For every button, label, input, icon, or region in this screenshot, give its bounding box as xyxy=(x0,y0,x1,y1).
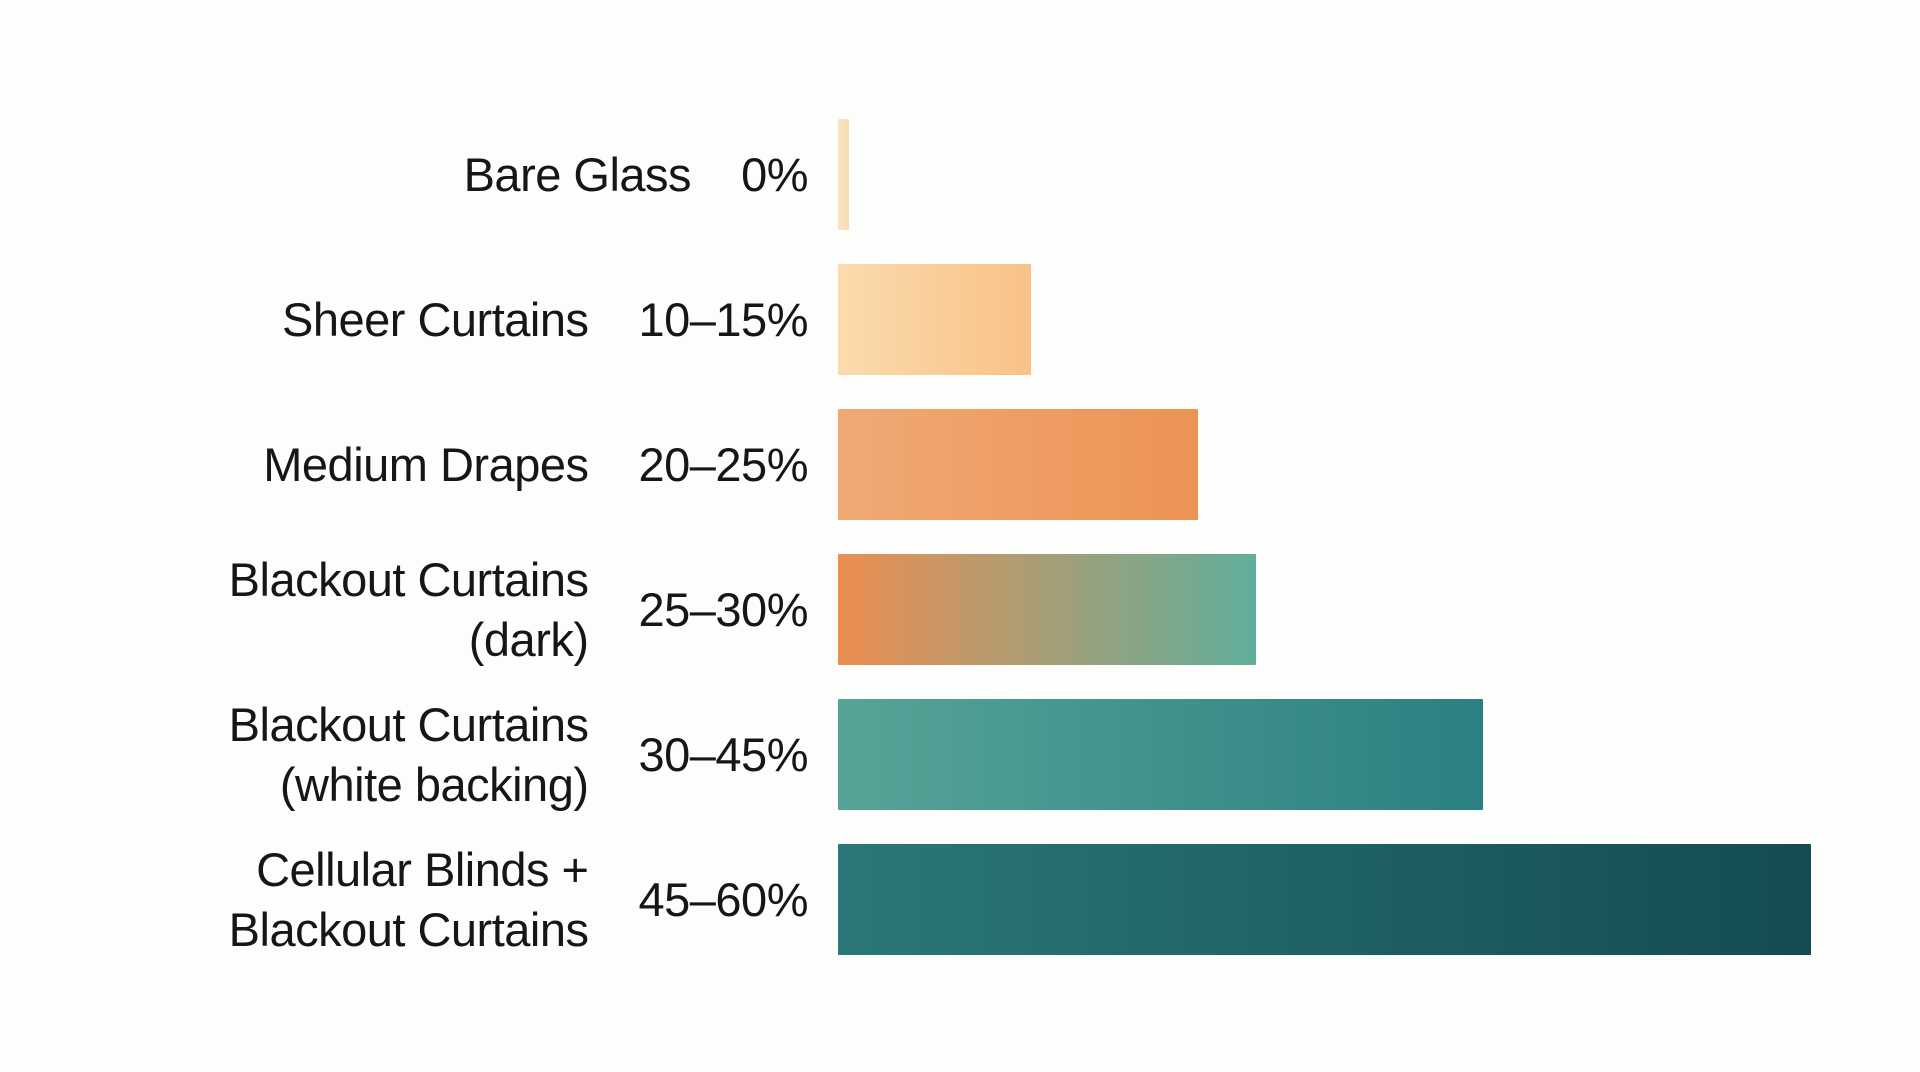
value-label: 45–60% xyxy=(638,873,809,926)
category-label-line1: Blackout Curtains xyxy=(228,553,589,607)
bar xyxy=(838,119,849,230)
category-label-line2: (dark) xyxy=(468,612,589,666)
category-label-line2: Blackout Curtains xyxy=(228,902,589,956)
category-label: Blackout Curtains (white backing) xyxy=(229,695,589,813)
value-label: 20–25% xyxy=(638,438,809,491)
value-label: 10–15% xyxy=(638,293,809,346)
category-label-line1: Cellular Blinds + xyxy=(256,843,589,897)
row-label-group: Cellular Blinds + Blackout Curtains 45–6… xyxy=(0,840,809,958)
category-label: Bare Glass xyxy=(463,145,692,204)
row-label-group: Blackout Curtains (white backing) 30–45% xyxy=(0,695,809,813)
category-label: Blackout Curtains (dark) xyxy=(229,550,589,668)
category-label-line1: Bare Glass xyxy=(463,147,692,201)
chart-row: Bare Glass 0% xyxy=(0,102,1920,247)
chart-row: Cellular Blinds + Blackout Curtains 45–6… xyxy=(0,827,1920,972)
category-label: Sheer Curtains xyxy=(282,290,589,349)
category-label-line1: Blackout Curtains xyxy=(228,698,589,752)
category-label: Medium Drapes xyxy=(263,435,589,494)
chart-row: Sheer Curtains 10–15% xyxy=(0,247,1920,392)
value-label: 0% xyxy=(741,148,808,201)
chart-row: Medium Drapes 20–25% xyxy=(0,392,1920,537)
value-label: 30–45% xyxy=(638,728,809,781)
bar-chart: Bare Glass 0% Sheer Curtains 10–15% Medi… xyxy=(0,102,1920,972)
category-label-line2: (white backing) xyxy=(279,757,589,811)
bar xyxy=(838,554,1256,665)
category-label: Cellular Blinds + Blackout Curtains xyxy=(229,840,589,958)
category-label-line1: Medium Drapes xyxy=(263,437,589,491)
row-label-group: Sheer Curtains 10–15% xyxy=(0,290,808,349)
bar xyxy=(838,264,1031,375)
bar xyxy=(838,699,1483,810)
row-label-group: Medium Drapes 20–25% xyxy=(0,435,808,494)
bar xyxy=(838,409,1198,520)
chart-row: Blackout Curtains (dark) 25–30% xyxy=(0,537,1920,682)
row-label-group: Blackout Curtains (dark) 25–30% xyxy=(0,550,809,668)
chart-row: Blackout Curtains (white backing) 30–45% xyxy=(0,682,1920,827)
category-label-line1: Sheer Curtains xyxy=(282,292,589,346)
row-label-group: Bare Glass 0% xyxy=(0,145,809,204)
bar xyxy=(838,844,1811,955)
value-label: 25–30% xyxy=(638,583,809,636)
